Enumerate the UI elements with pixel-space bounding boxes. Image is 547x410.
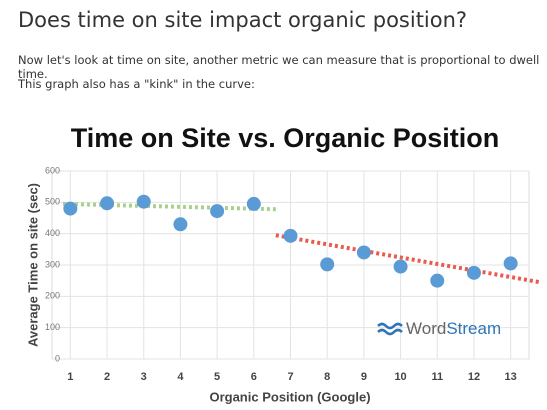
trend-line: [62, 201, 276, 212]
x-tick-label: 3: [141, 371, 147, 383]
point: [63, 201, 78, 216]
y-tick-label: 200: [45, 291, 60, 301]
y-tick-label: 400: [45, 228, 60, 238]
point: [320, 257, 335, 272]
logo-icon: [377, 322, 403, 336]
logo-stream: Stream: [446, 319, 501, 338]
y-axis-label: Average Time on site (sec): [25, 183, 40, 347]
y-tick-label: 100: [45, 322, 60, 332]
x-tick-label: 12: [468, 371, 480, 383]
point: [430, 273, 445, 288]
logo-word: Word: [406, 319, 446, 338]
point: [503, 256, 518, 271]
point: [210, 204, 225, 219]
point: [136, 194, 151, 209]
logo-text: WordStream: [406, 319, 501, 338]
point: [283, 228, 298, 243]
x-tick-label: 11: [431, 371, 443, 383]
x-tick-label: 8: [324, 371, 330, 383]
x-tick-label: 2: [104, 371, 110, 383]
point: [466, 265, 481, 280]
point: [393, 259, 408, 274]
point: [246, 196, 261, 211]
paragraph: This graph also has a "kink" in the curv…: [18, 77, 255, 91]
point: [100, 196, 115, 211]
y-tick-label: 0: [55, 353, 60, 363]
point: [173, 217, 188, 232]
x-tick-label: 4: [177, 371, 184, 383]
paragraph: Now let's look at time on site, another …: [18, 53, 540, 81]
x-tick-label: 7: [287, 371, 293, 383]
heading: Does time on site impact organic positio…: [18, 8, 468, 32]
logo: WordStream: [377, 319, 501, 338]
x-axis-label: Organic Position (Google): [209, 389, 370, 404]
x-tick-label: 1: [67, 371, 73, 383]
y-tick-label: 600: [45, 165, 60, 175]
trend-line: [275, 233, 541, 285]
x-tick-label: 13: [505, 371, 517, 383]
chart-title: Time on Site vs. Organic Position: [71, 123, 500, 153]
x-tick-label: 10: [394, 371, 406, 383]
y-tick-label: 500: [45, 197, 60, 207]
x-tick-label: 9: [361, 371, 367, 383]
x-tick-label: 6: [251, 371, 257, 383]
x-tick-label: 5: [214, 371, 220, 383]
y-tick-label: 300: [45, 259, 60, 269]
point: [356, 245, 371, 260]
